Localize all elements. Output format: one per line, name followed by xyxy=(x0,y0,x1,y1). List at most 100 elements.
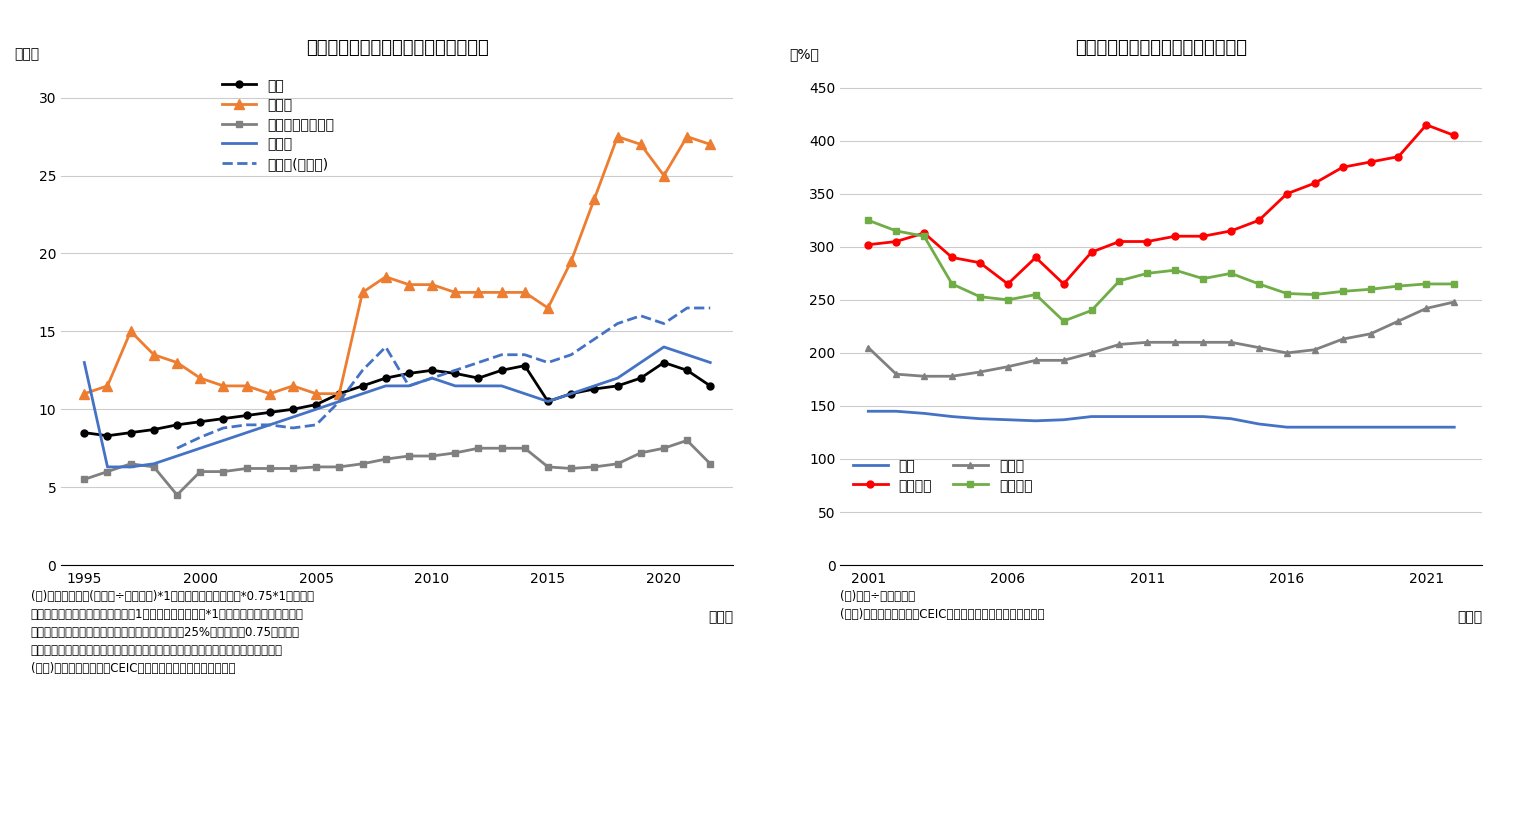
北京市 xyxy=(307,389,325,399)
Line: 工業: 工業 xyxy=(868,411,1455,427)
北京市 xyxy=(701,140,720,150)
不動産業 xyxy=(943,253,961,263)
全国 xyxy=(701,381,720,391)
湖北省 xyxy=(423,373,442,383)
北京市 xyxy=(122,327,141,337)
内モンゴル自治区 xyxy=(307,462,325,472)
Line: 内モンゴル自治区: 内モンゴル自治区 xyxy=(81,437,714,499)
工業 xyxy=(970,414,989,424)
Line: 武漢市(湖北省): 武漢市(湖北省) xyxy=(177,308,711,448)
湖北省 xyxy=(469,381,487,391)
Text: (注)住宅価格は「(販売額÷販売面積)*1人当たり平均建築面積*0.75*1戸当たり
平均人数」、世帯可処分所得は「1人当たり可処分所得*1戸当たり就業者数」と: (注)住宅価格は「(販売額÷販売面積)*1人当たり平均建築面積*0.75*1戸当… xyxy=(31,590,313,675)
卸小売業 xyxy=(1277,288,1296,298)
内モンゴル自治区 xyxy=(214,466,232,476)
建築業 xyxy=(859,342,877,352)
内モンゴル自治区 xyxy=(515,443,533,453)
内モンゴル自治区 xyxy=(284,464,303,474)
卸小売業 xyxy=(1361,284,1380,294)
不動産業 xyxy=(1111,237,1129,247)
内モンゴル自治区 xyxy=(191,466,209,476)
Text: （年）: （年） xyxy=(1458,610,1482,624)
卸小売業 xyxy=(1166,265,1184,275)
不動産業 xyxy=(1054,279,1073,289)
Line: 湖北省: 湖北省 xyxy=(84,347,711,467)
北京市 xyxy=(330,389,348,399)
卸小売業 xyxy=(1305,289,1323,299)
湖北省 xyxy=(446,381,465,391)
北京市 xyxy=(353,288,371,297)
北京市 xyxy=(678,131,697,141)
全国 xyxy=(145,425,163,435)
内モンゴル自治区 xyxy=(376,454,394,464)
建築業 xyxy=(1054,356,1073,366)
武漢市(湖北省) xyxy=(400,381,419,391)
武漢市(湖北省) xyxy=(191,432,209,442)
建築業 xyxy=(999,361,1018,371)
湖北省 xyxy=(492,381,510,391)
武漢市(湖北省) xyxy=(701,303,720,313)
不動産業 xyxy=(1222,226,1241,236)
全国 xyxy=(307,400,325,410)
卸小売業 xyxy=(1111,276,1129,286)
全国 xyxy=(237,411,255,420)
卸小売業 xyxy=(970,292,989,302)
北京市 xyxy=(562,256,581,266)
Title: 図表２：住宅価格の世帯可処分所得比: 図表２：住宅価格の世帯可処分所得比 xyxy=(306,38,489,57)
湖北省 xyxy=(168,451,186,461)
工業 xyxy=(1416,422,1435,432)
工業 xyxy=(1138,411,1157,421)
不動産業 xyxy=(1334,162,1352,172)
Line: 全国: 全国 xyxy=(81,359,714,440)
内モンゴル自治区 xyxy=(678,435,697,445)
湖北省 xyxy=(307,404,325,414)
建築業 xyxy=(1361,329,1380,339)
建築業 xyxy=(1082,348,1100,358)
内モンゴル自治区 xyxy=(654,443,672,453)
武漢市(湖北省) xyxy=(631,311,649,321)
建築業 xyxy=(970,367,989,377)
全国 xyxy=(585,384,604,394)
工業 xyxy=(1166,411,1184,421)
北京市 xyxy=(469,288,487,297)
Text: （倍）: （倍） xyxy=(14,47,40,61)
武漢市(湖北省) xyxy=(214,423,232,433)
湖北省 xyxy=(261,420,280,430)
不動産業 xyxy=(999,279,1018,289)
Legend: 全国, 北京市, 内モンゴル自治区, 湖北省, 武漢市(湖北省): 全国, 北京市, 内モンゴル自治区, 湖北省, 武漢市(湖北省) xyxy=(215,73,339,177)
建築業 xyxy=(915,371,934,381)
建築業 xyxy=(943,371,961,381)
不動産業 xyxy=(1250,215,1268,225)
内モンゴル自治区 xyxy=(400,451,419,461)
武漢市(湖北省) xyxy=(284,423,303,433)
湖北省 xyxy=(678,350,697,360)
Text: （年）: （年） xyxy=(709,610,733,624)
全国 xyxy=(376,373,394,383)
湖北省 xyxy=(376,381,394,391)
工業 xyxy=(1250,419,1268,429)
武漢市(湖北省) xyxy=(469,357,487,367)
不動産業 xyxy=(1277,189,1296,199)
全国 xyxy=(400,368,419,378)
Line: 不動産業: 不動産業 xyxy=(865,121,1458,288)
湖北省 xyxy=(284,412,303,422)
内モンゴル自治区 xyxy=(562,464,581,474)
全国 xyxy=(654,357,672,367)
内モンゴル自治区 xyxy=(469,443,487,453)
湖北省 xyxy=(539,396,558,406)
全国 xyxy=(168,420,186,430)
全国 xyxy=(98,430,116,440)
不動産業 xyxy=(915,228,934,238)
不動産業 xyxy=(859,239,877,249)
内モンゴル自治区 xyxy=(98,466,116,476)
工業 xyxy=(1222,414,1241,424)
建築業 xyxy=(1138,337,1157,347)
工業 xyxy=(999,415,1018,425)
武漢市(湖北省) xyxy=(515,350,533,360)
卸小売業 xyxy=(1250,279,1268,289)
内モンゴル自治区 xyxy=(631,448,649,458)
全国 xyxy=(678,366,697,376)
北京市 xyxy=(608,131,626,141)
内モンゴル自治区 xyxy=(446,448,465,458)
全国 xyxy=(330,389,348,399)
武漢市(湖北省) xyxy=(654,318,672,328)
